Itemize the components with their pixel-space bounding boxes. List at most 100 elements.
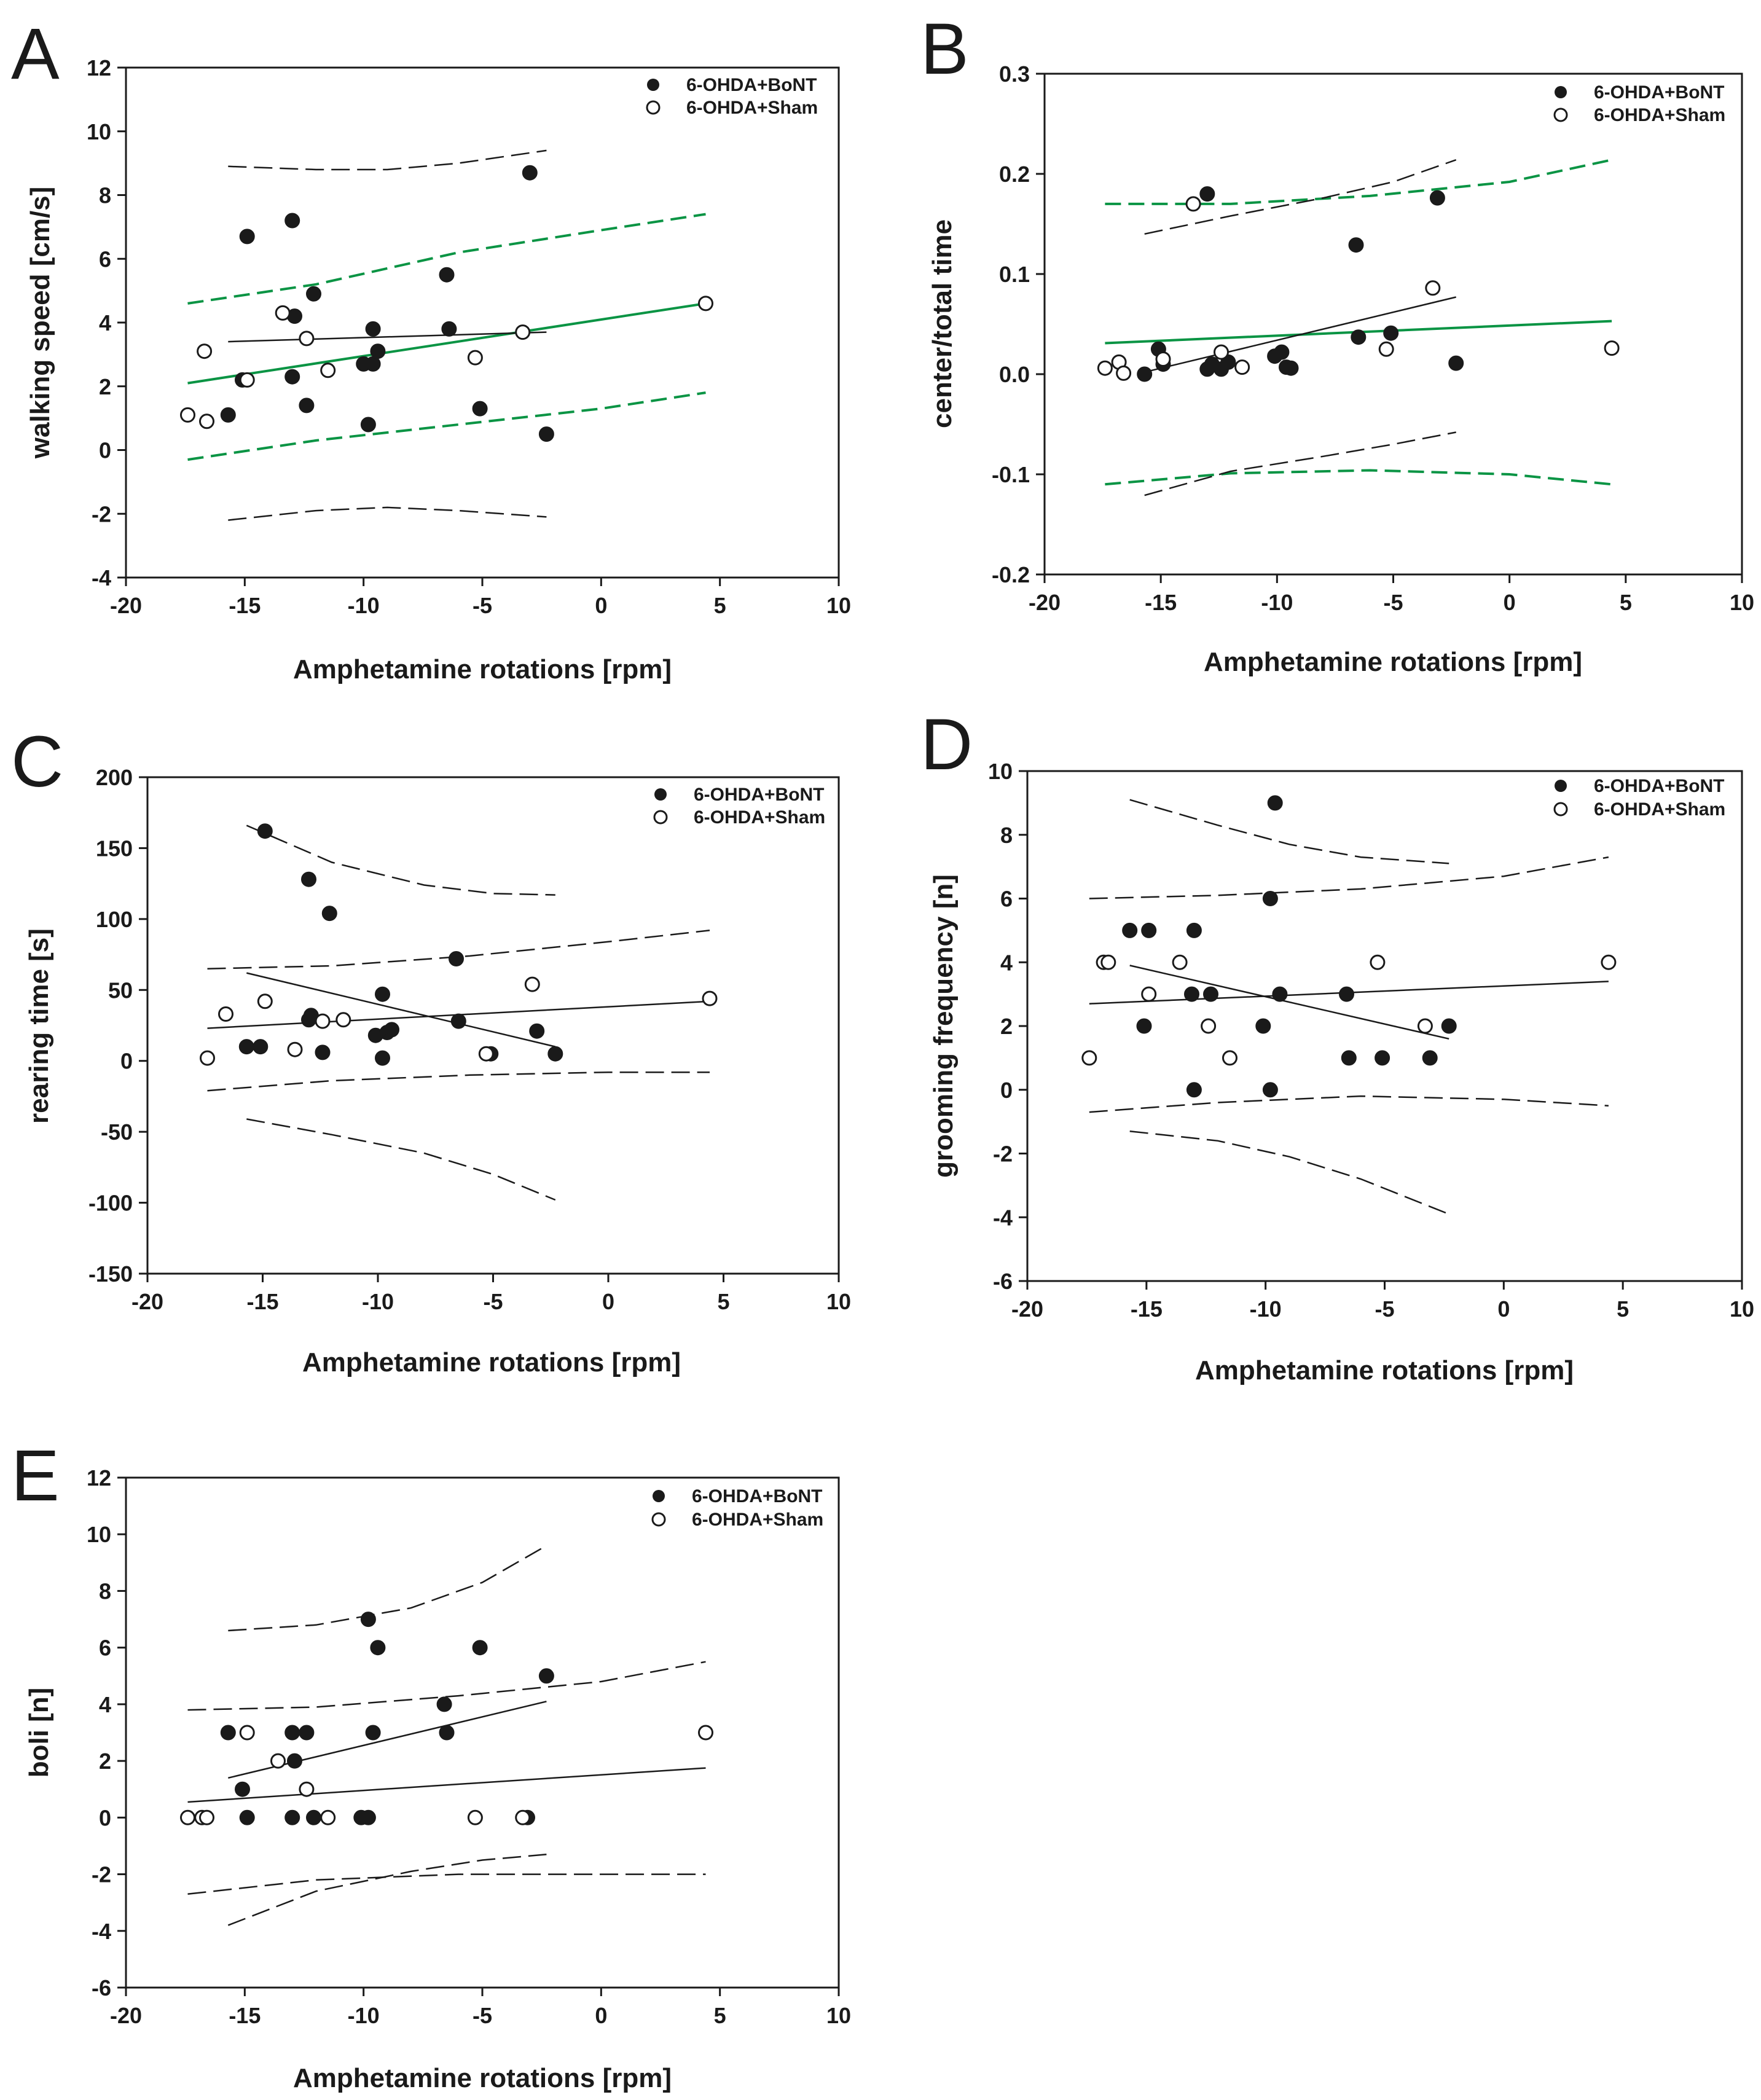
- panel-a-bont-point: [220, 407, 236, 423]
- panel-e-bont-point: [360, 1809, 376, 1825]
- panel-d-sham-point: [1141, 986, 1157, 1002]
- panel-e-x-axis-title: Amphetamine rotations [rpm]: [293, 2063, 672, 2093]
- panel-e-y-tick-label: 6: [99, 1636, 111, 1661]
- panel-b-x-tick-label: -10: [1261, 590, 1293, 615]
- panel-b-legend-bont-label: 6-OHDA+BoNT: [1594, 82, 1725, 103]
- panel-c-sham-point: [702, 990, 718, 1006]
- panel-c-bont-point: [384, 1022, 399, 1038]
- panel-a-x-tick-label: -15: [229, 593, 261, 618]
- panel-c-sham-point: [315, 1013, 331, 1029]
- panel-c-confidence-band-2: [207, 1071, 710, 1092]
- panel-a-x-tick-label: 10: [826, 593, 851, 618]
- panel-e-bont-point: [284, 1809, 300, 1825]
- panel-a-legend-filled-marker: [647, 79, 659, 91]
- panel-d-x-tick-label: -15: [1131, 1296, 1163, 1322]
- panel-d-bont-point: [1184, 986, 1199, 1002]
- panel-e-x-tick-label: -15: [229, 2003, 261, 2028]
- panel-c-y-tick-label: 150: [96, 836, 133, 861]
- panel-e-bont-point: [306, 1809, 321, 1825]
- panel-e-y-tick-label: -6: [92, 1975, 111, 2000]
- panel-c-bont-point: [257, 823, 273, 839]
- panel-a-confidence-band-4: [228, 149, 547, 171]
- panel-b-y-tick-label: 0.2: [999, 162, 1030, 187]
- panel-d-sham-point: [1370, 954, 1386, 970]
- panel-c-sham-point: [200, 1050, 215, 1066]
- panel-c-sham-point: [478, 1046, 494, 1062]
- panel-d-bont-point: [1262, 891, 1278, 906]
- panel-b-bont-point: [1199, 186, 1215, 202]
- panel-c-y-tick-label: -150: [88, 1261, 133, 1287]
- panel-d-bont-point: [1341, 1050, 1357, 1066]
- panel-a-regression-line-0: [187, 302, 706, 385]
- panel-e-regression-line-0: [187, 1767, 706, 1803]
- panel-e-bont-point: [365, 1725, 381, 1741]
- panel-d-bont-point: [1141, 922, 1157, 938]
- panel-a-sham-point: [299, 331, 315, 347]
- panel-e-confidence-band-4: [228, 1545, 547, 1632]
- panel-e-y-tick-label: 0: [99, 1805, 111, 1830]
- panel-a-y-tick-label: 12: [87, 55, 111, 80]
- panel-d-y-tick-label: 6: [1000, 887, 1013, 912]
- panel-a-bont-point: [439, 267, 455, 283]
- panel-b-sham-point: [1097, 360, 1113, 376]
- panel-e-bont-point: [284, 1725, 300, 1741]
- panel-a-bont-point: [360, 417, 376, 433]
- panel-a-bont-point: [370, 343, 386, 359]
- panel-d-confidence-band-5: [1129, 1130, 1449, 1215]
- panel-d-x-tick-label: -5: [1375, 1296, 1394, 1322]
- panel-e-confidence-band-1: [187, 1661, 706, 1711]
- panel-b-y-tick-label: 0.1: [999, 262, 1030, 287]
- panel-e-y-tick-label: 12: [87, 1465, 111, 1491]
- panel-c-y-tick-label: 0: [120, 1049, 133, 1074]
- panel-d-bont-point: [1375, 1050, 1390, 1066]
- panel-e-x-tick-label: 0: [595, 2003, 607, 2028]
- panel-b-x-tick-label: 0: [1504, 590, 1516, 615]
- panel-a-plot-frame: [125, 66, 840, 579]
- panel-e-confidence-band-5: [227, 1854, 547, 1926]
- panel-b-sham-point: [1234, 359, 1250, 375]
- panel-e-sham-point: [299, 1781, 315, 1797]
- panel-e-y-tick-label: 10: [87, 1522, 111, 1547]
- panel-c-sham-point: [257, 993, 273, 1009]
- panel-b-bont-point: [1351, 329, 1367, 345]
- panel-c-bont-point: [253, 1039, 269, 1055]
- panel-d-legend-sham-label: 6-OHDA+Sham: [1594, 799, 1725, 820]
- panel-a-sham-point: [467, 350, 483, 366]
- panel-b-x-axis-title: Amphetamine rotations [rpm]: [1204, 647, 1582, 677]
- panel-d-regression-line-3: [1129, 965, 1449, 1040]
- panel-d-y-tick-label: 10: [988, 759, 1013, 784]
- panel-d-bont-point: [1267, 795, 1283, 811]
- panel-a-bont-point: [365, 356, 381, 372]
- panel-e-x-tick-label: 10: [826, 2003, 851, 2028]
- panel-e-x-tick-label: 5: [714, 2003, 726, 2028]
- panel-e-bont-point: [472, 1640, 488, 1656]
- panel-b-bont-point: [1274, 344, 1290, 360]
- panel-e-y-tick-label: -2: [92, 1862, 111, 1887]
- panel-c-bont-point: [547, 1046, 563, 1062]
- panel-c-sham-point: [335, 1012, 351, 1028]
- panel-d-y-tick-label: 8: [1000, 823, 1013, 848]
- panel-e-legend-sham-label: 6-OHDA+Sham: [692, 1510, 823, 1530]
- panel-e-confidence-band-2: [187, 1873, 706, 1895]
- panel-a-sham-point: [197, 343, 213, 359]
- panel-d-legend-filled-marker: [1555, 780, 1567, 792]
- panel-b-bont-point: [1383, 325, 1399, 341]
- panel-a-sham-point: [239, 372, 255, 388]
- panel-e-sham-point: [515, 1809, 531, 1825]
- panel-d-bont-point: [1136, 1018, 1152, 1034]
- panel-c-y-tick-label: 100: [96, 907, 133, 932]
- panel-b-bont-point: [1429, 190, 1445, 206]
- panel-b-x-tick-label: 10: [1730, 590, 1754, 615]
- panel-b-x-tick-label: -5: [1383, 590, 1403, 615]
- panel-c-y-tick-label: 50: [108, 978, 133, 1003]
- panel-a-bont-point: [239, 229, 255, 245]
- panel-e-sham-point: [270, 1753, 286, 1769]
- panel-d-y-tick-label: -6: [993, 1269, 1013, 1294]
- panel-a-confidence-band-5: [228, 506, 547, 521]
- panel-c-legend-sham-label: 6-OHDA+Sham: [694, 807, 825, 828]
- panel-b-legend-filled-marker: [1555, 86, 1567, 98]
- panel-c-x-tick-label: 10: [826, 1289, 851, 1314]
